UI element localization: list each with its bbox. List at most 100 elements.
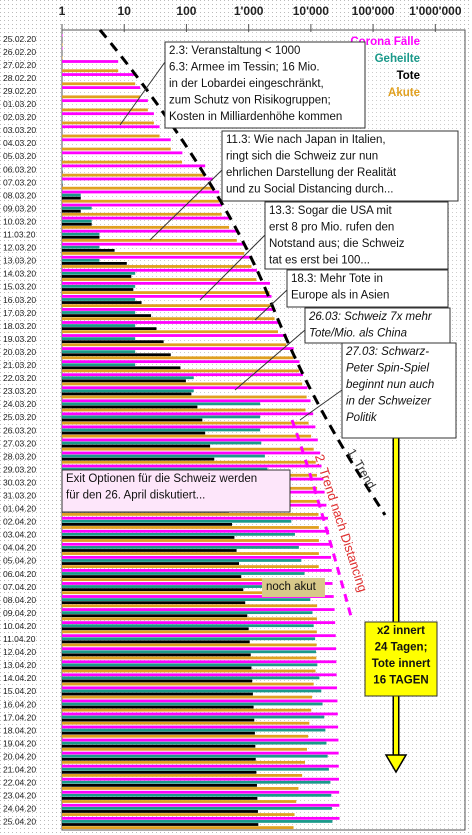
bar — [62, 773, 303, 777]
y-tick-label: 24.03.20 — [3, 399, 36, 409]
bar — [62, 285, 136, 288]
bar — [62, 741, 327, 745]
annotation-box — [221, 130, 459, 202]
bar — [62, 643, 317, 647]
y-tick-label: 14.04.20 — [3, 673, 36, 683]
bar — [62, 532, 295, 536]
y-tick-label: 16.04.20 — [3, 699, 36, 709]
bar — [62, 294, 272, 298]
bar — [62, 125, 160, 129]
bar — [62, 304, 272, 308]
bar — [62, 170, 63, 174]
bar — [62, 321, 279, 324]
bar — [62, 271, 136, 275]
bar — [62, 173, 205, 177]
y-tick-label: 02.04.20 — [3, 517, 36, 527]
bar — [62, 324, 136, 327]
annotation-text: für den 26. April diskutiert... — [66, 490, 205, 502]
bar — [62, 575, 242, 578]
bar — [62, 526, 319, 529]
annotation-box — [364, 621, 438, 697]
bar — [62, 193, 81, 197]
y-tick-label: 08.03.20 — [3, 190, 36, 200]
bar — [62, 428, 261, 432]
x-tick-label: 10 — [118, 4, 132, 18]
annotation-text: Notstand aus; die Schweiz — [269, 238, 405, 250]
pointer-line — [299, 389, 343, 421]
bar — [62, 588, 244, 592]
bar — [62, 258, 100, 262]
y-tick-label: 09.04.20 — [3, 608, 36, 618]
bar — [62, 699, 338, 703]
bar — [62, 666, 252, 670]
bar — [62, 209, 81, 213]
trend-line — [290, 419, 354, 621]
annotation-text: Kosten in Milliardenhöhe kommen — [169, 111, 342, 123]
annotation-text: Europe als in Asien — [291, 290, 389, 302]
bar — [62, 402, 261, 406]
bar — [62, 578, 318, 582]
y-tick-label: 06.03.20 — [3, 164, 36, 174]
bar — [62, 712, 338, 716]
bar — [62, 301, 142, 304]
annotation-box — [164, 41, 366, 129]
x-tick-label: 1 — [59, 4, 66, 18]
bar — [62, 147, 171, 151]
bar — [62, 718, 255, 722]
bar — [62, 522, 233, 526]
bar — [62, 392, 192, 396]
bar — [62, 790, 340, 794]
bar — [62, 405, 198, 409]
y-tick-label: 23.04.20 — [3, 791, 36, 801]
legend-label: Corona Fälle — [350, 36, 420, 48]
bar — [62, 601, 246, 605]
bar — [62, 177, 213, 181]
bar — [62, 640, 250, 644]
annotation-text: zum Schutz von Risikogruppen; — [169, 95, 331, 107]
bar — [62, 673, 337, 677]
bar — [62, 595, 334, 598]
bar — [62, 265, 252, 268]
annotation-text: Tote innert — [372, 658, 431, 670]
bar — [62, 826, 294, 829]
y-tick-label: 22.03.20 — [3, 373, 36, 383]
bar — [62, 373, 304, 377]
y-tick-label: 05.04.20 — [3, 556, 36, 566]
bar — [62, 275, 132, 278]
bar — [62, 630, 317, 634]
bar — [62, 441, 262, 445]
x-tick-label: 1'000'000 — [409, 4, 462, 18]
bar — [62, 245, 100, 249]
bar — [62, 415, 261, 419]
bar — [62, 431, 206, 435]
bar — [62, 702, 323, 706]
bar — [62, 513, 319, 516]
y-tick-label: 28.02.20 — [3, 73, 36, 83]
legend-label: Akute — [388, 87, 420, 99]
annotation-text: 27.03: Schwarz- — [345, 346, 429, 358]
y-tick-label: 25.03.20 — [3, 412, 36, 422]
bar — [62, 562, 240, 565]
bar — [62, 360, 300, 364]
y-tick-label: 25.02.20 — [3, 34, 36, 44]
y-tick-label: 05.03.20 — [3, 151, 36, 161]
bar — [62, 634, 336, 638]
bar — [62, 238, 237, 242]
annotation-text: erst 8 pro Mio. rufen den — [269, 222, 394, 234]
y-tick-label: 06.04.20 — [3, 569, 36, 579]
bar — [62, 82, 136, 86]
annotation-text: 24 Tagen; — [375, 642, 428, 654]
bar — [62, 460, 316, 464]
bar — [62, 637, 316, 641]
annotation-text: in der Schweizer — [346, 396, 432, 408]
annotation-text: 13.3: Sogar die USA mit — [269, 205, 393, 217]
y-tick-label: 15.03.20 — [3, 282, 36, 292]
bar — [62, 99, 148, 103]
y-tick-label: 16.03.20 — [3, 295, 36, 305]
bar — [62, 225, 230, 229]
bar — [62, 112, 154, 116]
bar — [62, 686, 338, 690]
bar — [62, 608, 335, 611]
bar — [62, 190, 220, 194]
y-tick-label: 20.03.20 — [3, 347, 36, 357]
